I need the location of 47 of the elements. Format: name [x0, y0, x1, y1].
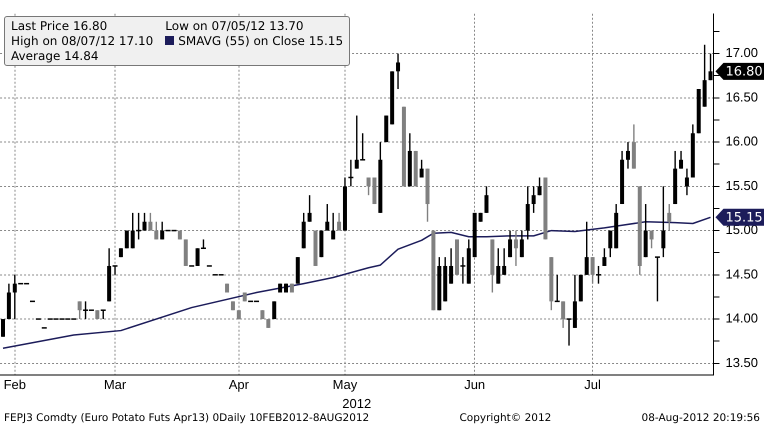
candlestick [308, 194, 312, 222]
candlestick [331, 212, 336, 240]
annotation: 15.15 [308, 34, 344, 48]
text: FEPJ3 Comdty (Euro Potato Futs Apr13) 0Daily 10FEB2012-8AUG2012 [4, 412, 370, 424]
y-tick-label: 17.00 [725, 45, 758, 60]
candlestick [661, 186, 666, 258]
candlestick [654, 256, 660, 302]
annotation: Average 14.84 [11, 48, 100, 63]
candlestick [484, 186, 488, 214]
y-tick-label: 16.00 [725, 134, 758, 149]
candlestick [554, 274, 560, 302]
y-tick-label: 14.50 [725, 266, 758, 282]
candlestick [325, 203, 330, 232]
annotation: High on 08/07/12 17.10 [11, 34, 154, 48]
candlestick [520, 230, 524, 258]
x-tick-label: Jun [464, 377, 486, 392]
y-tick-label: 15.50 [725, 178, 758, 193]
x-axis-title: 2012 [342, 396, 372, 411]
text: Copyright© 2012 [459, 412, 552, 424]
x-tick-label: Jul [584, 377, 602, 392]
candlestick [684, 168, 689, 196]
legend-label: SMAVG (55) on Close [178, 34, 305, 48]
y-tick-label: 16.50 [725, 89, 758, 104]
candlestick [532, 186, 536, 214]
x-tick-label: May [332, 377, 358, 392]
candlestick [584, 221, 589, 276]
candlestick [100, 309, 106, 320]
annotation: Last Price 16.80 [11, 18, 108, 33]
candlestick [449, 248, 454, 284]
x-tick-label: Mar [104, 377, 127, 392]
x-tick-label: Feb [4, 377, 26, 392]
candlestick [396, 52, 400, 90]
text: 16.80 [725, 64, 763, 80]
candlestick [538, 176, 542, 196]
candlestick [348, 159, 354, 188]
y-tick-label: 13.50 [725, 354, 758, 370]
candlestick [420, 159, 424, 178]
x-tick-label: Apr [228, 377, 250, 392]
candlestick [626, 141, 630, 170]
annotation: Low on 07/05/12 13.70 [165, 18, 305, 33]
text: 08-Aug-2012 20:19:56 [642, 412, 760, 424]
candlestick [596, 265, 601, 284]
candlestick [508, 230, 512, 258]
candlestick [679, 150, 684, 170]
candlestick [602, 248, 606, 267]
text: 15.15 [725, 210, 763, 226]
y-tick-label: 14.00 [725, 310, 758, 326]
